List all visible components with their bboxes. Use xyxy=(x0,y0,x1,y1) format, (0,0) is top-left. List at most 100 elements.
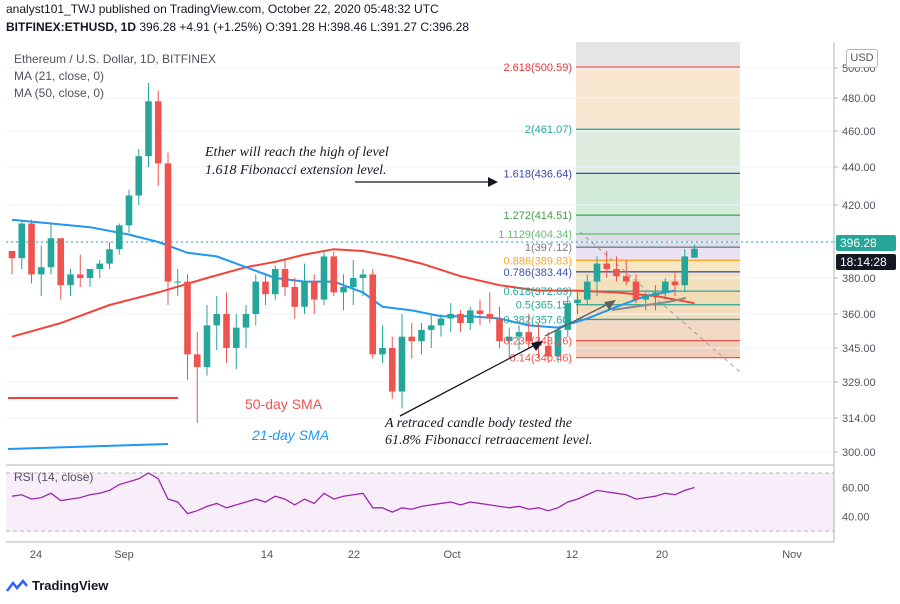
fib-level-label: 0.786(383.44) xyxy=(504,267,573,279)
candle-body xyxy=(564,303,572,330)
candle-body xyxy=(310,281,318,300)
fib-zone xyxy=(576,340,740,358)
fib-zone xyxy=(576,233,740,248)
rsi-pane: 40.00 60.00 xyxy=(6,464,870,532)
candle-body xyxy=(86,269,94,278)
currency-button[interactable]: USD xyxy=(846,49,878,68)
candle-body xyxy=(47,238,55,268)
candle-body xyxy=(437,318,445,326)
price-tick-label: 480.00 xyxy=(842,93,876,105)
candle-body xyxy=(632,281,640,300)
ohlc-open: O:391.28 xyxy=(265,20,315,34)
candle-body xyxy=(427,325,435,330)
candle-body xyxy=(418,329,425,342)
candle-body xyxy=(476,310,484,314)
time-tick-label: Nov xyxy=(782,549,802,561)
candle-body xyxy=(359,274,367,278)
arrowhead-bottom xyxy=(531,341,543,351)
ohlc-close: C:396.28 xyxy=(420,20,470,34)
fib-level-label: 1(397.12) xyxy=(525,242,572,254)
candle-body xyxy=(96,263,104,269)
price-tick-label: 329.00 xyxy=(842,377,876,389)
price-axis: 300.00314.00329.00345.00360.00380.00400.… xyxy=(6,42,876,542)
annotation-sma21: 21-day SMA xyxy=(251,427,329,443)
candle-body xyxy=(369,274,377,355)
chart-title[interactable]: Ethereum / U.S. Dollar, 1D, BITFINEX xyxy=(14,52,217,66)
price-tick-label: 380.00 xyxy=(842,273,876,285)
fib-level-label: 2(461.07) xyxy=(525,124,572,136)
candle-body xyxy=(515,332,523,337)
candle-body xyxy=(301,281,308,307)
symbol[interactable]: BITFINEX:ETHUSD, 1D xyxy=(6,20,137,34)
candle-body xyxy=(505,336,513,342)
arrow-shaft-bottom xyxy=(399,344,536,417)
tradingview-logo-icon xyxy=(6,578,28,592)
candle-body xyxy=(57,238,65,286)
candle-body xyxy=(242,314,250,328)
fib-zone xyxy=(576,215,740,234)
price-tick-label: 420.00 xyxy=(842,200,876,212)
fib-level-label: 1.618(436.64) xyxy=(504,168,573,180)
fib-level-label: 1.272(414.51) xyxy=(504,210,573,222)
candle-body xyxy=(125,195,133,226)
candle-body xyxy=(340,287,347,293)
price-tick-label: 300.00 xyxy=(842,447,876,459)
support-line xyxy=(611,297,687,311)
tradingview-logo[interactable]: TradingView xyxy=(6,578,108,593)
ma50-polyline xyxy=(11,248,695,338)
candle-body xyxy=(544,345,552,357)
fib-zone xyxy=(576,247,740,261)
candle-body xyxy=(408,336,416,342)
candle-body xyxy=(145,101,152,157)
annotation-retrace-line1: A retraced candle body tested the xyxy=(384,416,572,431)
legend-ma50[interactable]: MA (50, close, 0) xyxy=(14,86,105,100)
candle-body xyxy=(320,256,328,300)
fib-level-label: 0.14(340.46) xyxy=(510,353,572,365)
candle-body xyxy=(525,332,533,342)
rsi-tick-label: 40.00 xyxy=(842,512,870,524)
fib-level-label: 0.382(357.60) xyxy=(504,314,573,326)
bar-countdown-pill: 18:14:28 xyxy=(836,254,896,270)
candle-body xyxy=(271,269,279,295)
candles xyxy=(8,83,698,423)
candle-body xyxy=(115,225,123,250)
candle-body xyxy=(203,325,211,368)
candle-body xyxy=(174,281,182,283)
candle-body xyxy=(613,269,620,277)
candle-body xyxy=(593,263,601,282)
candle-body xyxy=(466,310,474,324)
rsi-legend[interactable]: RSI (14, close) xyxy=(14,470,94,484)
candle-body xyxy=(262,281,269,295)
time-tick-label: 22 xyxy=(348,549,360,561)
time-tick-label: 14 xyxy=(261,549,273,561)
fib-zone xyxy=(576,271,740,292)
candle-body xyxy=(388,348,396,392)
publish-info: analyst101_TWJ published on TradingView.… xyxy=(6,2,439,16)
candle-body xyxy=(457,314,464,324)
price-change: +4.91 (+1.25%) xyxy=(179,20,263,34)
candle-body xyxy=(574,299,581,304)
candle-body xyxy=(661,281,669,293)
candle-body xyxy=(642,296,650,300)
candle-body xyxy=(281,269,289,287)
last-price: 396.28 xyxy=(139,20,177,34)
candle-body xyxy=(67,274,74,286)
time-tick-label: Oct xyxy=(443,549,460,561)
candle-body xyxy=(223,314,230,348)
candle-body xyxy=(154,101,162,164)
last-price-pill: 396.28 xyxy=(836,235,896,251)
annotation-target-line1: Ether will reach the high of level xyxy=(204,145,389,160)
fib-zone xyxy=(576,291,740,305)
time-tick-label: Sep xyxy=(114,549,134,561)
price-tick-label: 345.00 xyxy=(842,343,876,355)
symbol-ohlc-bar: BITFINEX:ETHUSD, 1D 396.28 +4.91 (+1.25%… xyxy=(6,20,469,34)
legend-ma21[interactable]: MA (21, close, 0) xyxy=(14,69,105,83)
candle-body xyxy=(37,267,45,275)
arrowhead-right xyxy=(604,300,616,310)
fib-level-label: 1.1129(404.34) xyxy=(498,229,572,241)
price-tick-label: 460.00 xyxy=(842,126,876,138)
price-tick-label: 360.00 xyxy=(842,309,876,321)
tradingview-brand: TradingView xyxy=(32,578,109,593)
ma21-polyline xyxy=(11,218,676,329)
